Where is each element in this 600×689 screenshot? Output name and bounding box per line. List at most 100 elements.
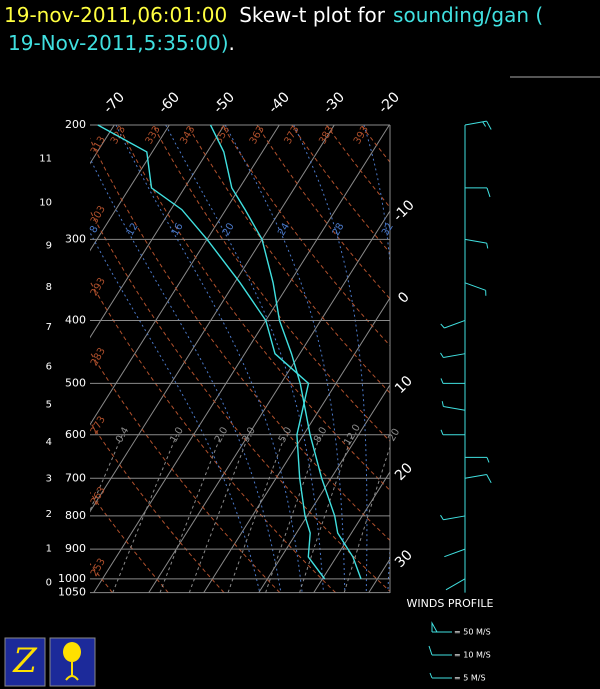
dry-adiabat [291,125,390,254]
theta-label: 393 [352,124,371,146]
dry-adiabat [117,125,390,491]
temperature-label: -50 [211,89,238,116]
isotherm [258,384,390,593]
isotherm [90,125,280,426]
wind-barb [464,238,489,249]
wind-title: WINDS PROFILE [407,597,494,610]
height-label: 5 [46,400,52,411]
temperature-label: -20 [376,89,403,116]
wind-barb [464,473,492,484]
wind-barb [445,578,466,591]
wind-legend-label: = 50 M/S [454,628,491,637]
station-time: 19-Nov-2011,5:35:00) [8,31,229,55]
wind-barb [440,514,466,521]
logo-letter: Z [12,641,38,681]
pressure-label: 1000 [58,572,86,585]
wind-barb [464,120,492,130]
wind-barb [429,672,452,679]
temperature-label: -30 [321,89,348,116]
height-label: 7 [46,322,52,333]
temperature-label: -60 [156,89,183,116]
theta-w-label: 16 [170,221,186,238]
isotherm [313,471,390,593]
isotherm [0,125,4,593]
mixing-ratio-line [188,434,250,593]
height-label: 4 [46,437,52,448]
theta-w-label: 12 [125,221,141,238]
mixing-ratio-label: 5.0 [277,425,294,444]
header-line-2: 19-Nov-2011,5:35:00). [8,31,235,55]
mixing-ratio-line [159,434,222,593]
pressure-label: 500 [65,376,86,389]
wind-barb [440,429,465,436]
dry-adiabat [325,125,390,209]
title: Skew-t plot for [239,3,386,27]
height-label: 9 [46,240,52,251]
wind-barb [465,187,491,198]
height-label: 10 [39,198,52,209]
temperature-label: 30 [392,547,416,571]
height-label: 2 [46,509,52,520]
pressure-label: 1050 [58,586,86,599]
pressure-label: 900 [65,542,86,555]
wind-barb [444,548,466,558]
mixing-ratio-label: 1.0 [168,425,185,444]
theta-label: 343 [178,124,197,146]
moist-adiabat [293,125,368,593]
theta-label: 303 [89,204,108,226]
wind-legend-label: = 10 M/S [454,651,491,660]
temperature-label: 0 [395,289,413,307]
wind-barb [440,352,466,358]
theta-label: 283 [89,346,108,368]
moist-adiabat [90,231,261,593]
temperature-label: -10 [390,197,417,224]
logo-z [4,637,46,687]
dry-adiabat [90,209,390,593]
wind-barb [465,456,490,463]
temperature-label: -70 [101,89,128,116]
mixing-ratio-line [265,434,321,593]
height-label: 0 [46,578,52,589]
height-label: 6 [46,361,52,372]
dry-adiabat [90,421,225,593]
isotherm [148,209,390,593]
height-label: 1 [46,544,52,555]
moist-adiabat [224,125,346,593]
theta-label: 383 [317,124,336,146]
mixing-ratio-line [343,445,390,593]
theta-label: 293 [89,276,108,298]
height-label: 3 [46,473,52,484]
dry-adiabat [90,137,390,542]
profile [97,124,326,580]
temperature-label: -40 [266,89,293,116]
dry-adiabat [90,280,336,593]
mixing-ratio-label: 20 [386,427,402,444]
plot-area [0,125,390,593]
moist-adiabat [115,125,303,593]
theta-label: 333 [144,124,163,146]
mixing-ratio-label: 0.4 [114,425,131,444]
station: sounding/gan ( [393,3,543,27]
wind-legend-label: = 5 M/S [454,674,486,683]
mixing-ratio-line [227,434,286,593]
dry-adiabat [90,491,169,593]
height-label: 8 [46,282,52,293]
header-line-1: 19-nov-2011,06:01:00 Skew-t plot for sound… [4,3,543,27]
wind-barb [440,319,466,329]
pressure-label: 300 [65,232,86,245]
pressure-label: 700 [65,471,86,484]
pressure-label: 200 [65,118,86,131]
isotherm [90,125,225,339]
datetime: 19-nov-2011,06:01:00 [4,3,227,27]
period: . [229,31,235,55]
dry-adiabat [221,125,390,347]
temperature-label: 10 [392,373,416,397]
wind-barb [428,645,452,656]
pressure-label: 800 [65,509,86,522]
height-label: 11 [39,154,52,165]
wind-barb [441,401,466,411]
balloon [63,642,81,662]
dry-adiabat [360,125,390,163]
mixing-ratio-label: 8.0 [312,425,329,444]
